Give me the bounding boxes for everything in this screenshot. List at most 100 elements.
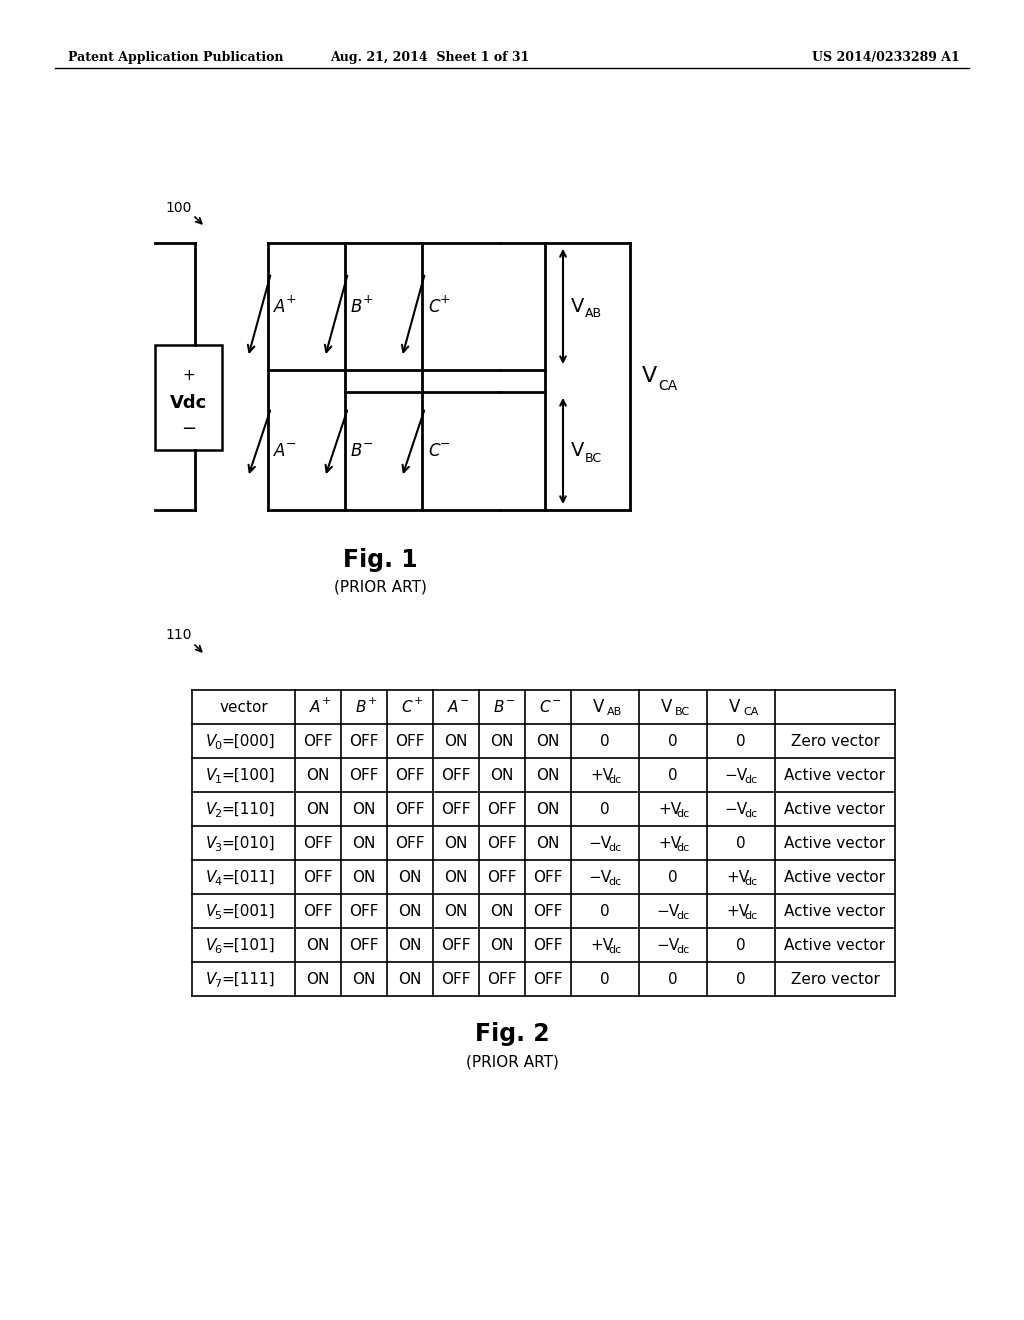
Text: ON: ON <box>352 836 376 850</box>
Text: +: + <box>286 293 297 306</box>
Text: V: V <box>206 801 216 817</box>
Text: ON: ON <box>444 734 468 748</box>
Text: (PRIOR ART): (PRIOR ART) <box>334 579 426 594</box>
Text: dc: dc <box>676 809 689 818</box>
Text: 4: 4 <box>214 876 221 887</box>
Text: ON: ON <box>444 903 468 919</box>
Text: Fig. 1: Fig. 1 <box>343 548 418 572</box>
Text: (PRIOR ART): (PRIOR ART) <box>466 1055 558 1069</box>
Text: ON: ON <box>537 767 560 783</box>
Text: OFF: OFF <box>395 767 425 783</box>
Text: −: − <box>440 437 451 450</box>
Text: ON: ON <box>490 903 514 919</box>
Text: =[000]: =[000] <box>221 734 275 748</box>
Text: 0: 0 <box>600 801 610 817</box>
Text: V: V <box>642 367 657 387</box>
Text: Vdc: Vdc <box>170 393 207 412</box>
Text: +V: +V <box>726 870 750 884</box>
Text: OFF: OFF <box>395 734 425 748</box>
Text: V: V <box>593 698 605 715</box>
Text: =[100]: =[100] <box>221 767 275 783</box>
Text: Patent Application Publication: Patent Application Publication <box>68 50 284 63</box>
Text: +: + <box>322 696 332 706</box>
Text: =[010]: =[010] <box>221 836 275 850</box>
Text: ON: ON <box>398 870 422 884</box>
Text: V: V <box>571 441 585 461</box>
Text: OFF: OFF <box>441 767 471 783</box>
Text: dc: dc <box>744 809 758 818</box>
Text: 1: 1 <box>214 775 221 785</box>
Text: A: A <box>274 442 286 459</box>
Text: 2: 2 <box>214 809 221 818</box>
Text: Active vector: Active vector <box>784 836 886 850</box>
Text: OFF: OFF <box>349 903 379 919</box>
Text: OFF: OFF <box>303 734 333 748</box>
Text: V: V <box>206 767 216 783</box>
Text: 110: 110 <box>165 628 191 642</box>
Text: OFF: OFF <box>349 734 379 748</box>
Text: OFF: OFF <box>303 836 333 850</box>
Text: BC: BC <box>675 708 690 717</box>
Text: ON: ON <box>398 937 422 953</box>
Text: ON: ON <box>306 767 330 783</box>
Text: OFF: OFF <box>349 937 379 953</box>
Text: −V: −V <box>724 801 748 817</box>
Text: 0: 0 <box>600 972 610 986</box>
Text: OFF: OFF <box>395 801 425 817</box>
Text: =[001]: =[001] <box>221 903 275 919</box>
Text: V: V <box>571 297 585 315</box>
Text: +: + <box>182 367 195 383</box>
Text: =[101]: =[101] <box>221 937 275 953</box>
Text: 0: 0 <box>214 741 221 751</box>
Text: A: A <box>310 700 321 714</box>
Text: C: C <box>401 700 413 714</box>
Text: AB: AB <box>585 308 602 319</box>
Text: OFF: OFF <box>441 972 471 986</box>
Text: +V: +V <box>590 767 613 783</box>
Text: ON: ON <box>537 836 560 850</box>
Text: C: C <box>540 700 550 714</box>
Text: Active vector: Active vector <box>784 767 886 783</box>
Text: dc: dc <box>608 843 622 853</box>
Text: −: − <box>506 696 515 706</box>
Text: OFF: OFF <box>349 767 379 783</box>
Text: OFF: OFF <box>441 801 471 817</box>
Text: Active vector: Active vector <box>784 801 886 817</box>
Text: vector: vector <box>219 700 268 714</box>
Text: OFF: OFF <box>487 870 517 884</box>
Text: −V: −V <box>656 903 679 919</box>
Text: C: C <box>428 297 439 315</box>
Text: ON: ON <box>444 870 468 884</box>
Text: OFF: OFF <box>534 972 563 986</box>
Text: −V: −V <box>588 836 611 850</box>
Text: B: B <box>351 297 362 315</box>
Text: =[011]: =[011] <box>221 870 275 884</box>
Text: dc: dc <box>608 876 622 887</box>
Text: =[110]: =[110] <box>221 801 275 817</box>
Text: B: B <box>494 700 504 714</box>
Text: dc: dc <box>608 775 622 785</box>
Text: V: V <box>206 937 216 953</box>
Text: dc: dc <box>676 945 689 954</box>
Text: ON: ON <box>352 870 376 884</box>
Text: OFF: OFF <box>534 870 563 884</box>
Text: +V: +V <box>658 836 681 850</box>
Text: ON: ON <box>398 972 422 986</box>
Text: CA: CA <box>658 379 677 392</box>
Text: Zero vector: Zero vector <box>791 734 880 748</box>
Text: Active vector: Active vector <box>784 903 886 919</box>
Text: −: − <box>181 420 196 438</box>
Text: =[111]: =[111] <box>221 972 275 986</box>
Text: ON: ON <box>537 734 560 748</box>
Text: −: − <box>286 437 297 450</box>
Text: 0: 0 <box>669 972 678 986</box>
Text: B: B <box>351 442 362 459</box>
Text: +: + <box>368 696 378 706</box>
Text: 0: 0 <box>669 734 678 748</box>
Text: ON: ON <box>444 836 468 850</box>
Text: OFF: OFF <box>487 836 517 850</box>
Text: A: A <box>447 700 458 714</box>
Text: +V: +V <box>590 937 613 953</box>
Text: BC: BC <box>585 451 602 465</box>
Text: dc: dc <box>744 911 758 921</box>
